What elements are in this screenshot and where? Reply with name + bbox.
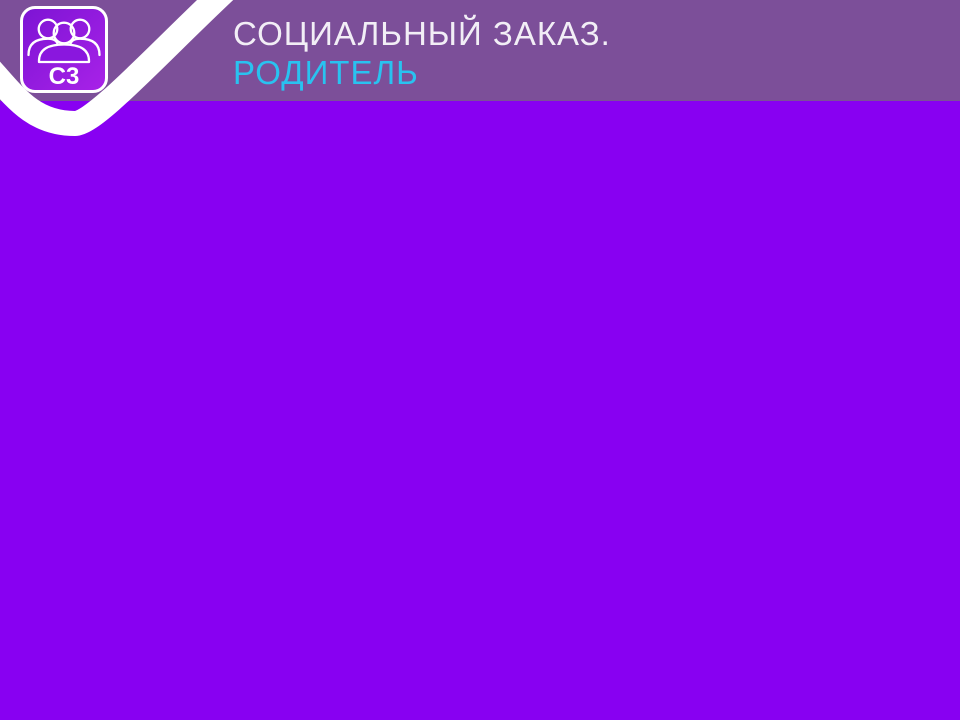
svg-text:C3: C3 xyxy=(49,63,80,90)
